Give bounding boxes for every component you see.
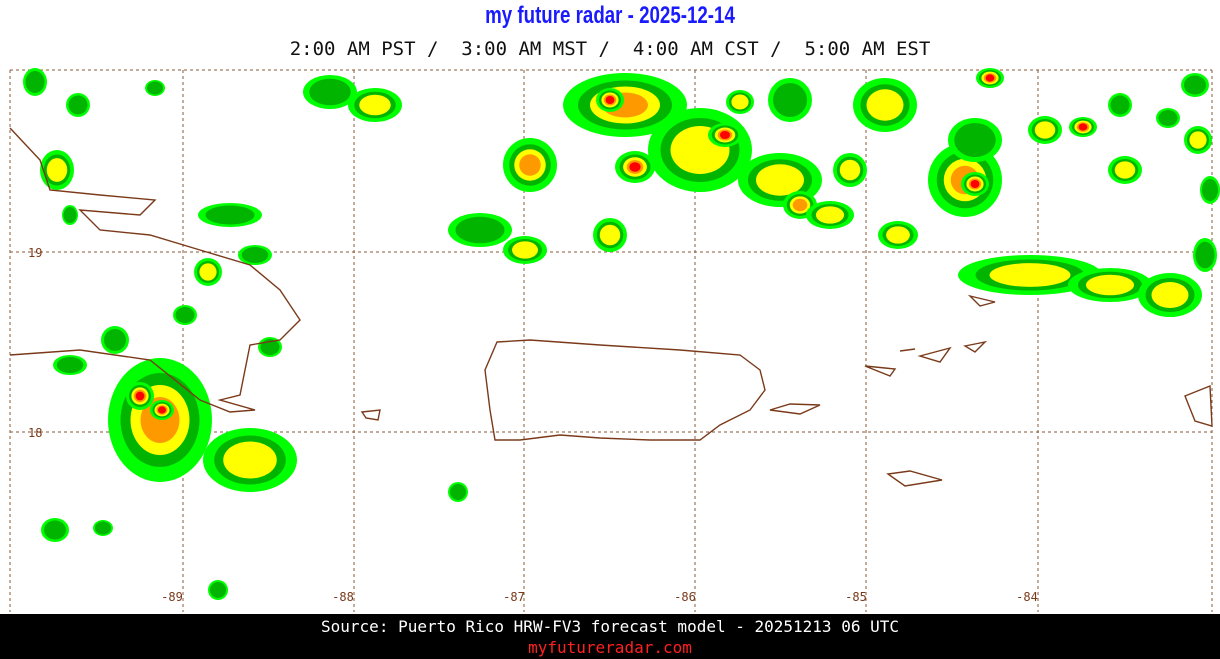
radar-cell	[147, 81, 163, 95]
radar-cell	[773, 83, 807, 117]
lon-label: -85	[845, 590, 867, 604]
site-link[interactable]: myfutureradar.com	[528, 638, 692, 657]
source: Source: Puerto Rico HRW-FV3 forecast mod…	[321, 617, 899, 636]
radar-cell	[450, 484, 466, 500]
lat-label: 18	[28, 426, 42, 440]
lat-label: 19	[28, 246, 42, 260]
radar-cell	[309, 78, 351, 106]
axis-labels: -89 -88 -87 -86 -85 -84 19 18	[28, 246, 1038, 604]
subtitle: 2:00 AM PST / 3:00 AM MST / 4:00 AM CST …	[289, 38, 931, 60]
radar-cell	[158, 406, 166, 414]
radar-cell	[886, 226, 910, 244]
radar-cell	[56, 357, 84, 373]
radar-cell	[839, 159, 861, 181]
radar-cell	[205, 205, 255, 225]
lon-label: -87	[503, 590, 525, 604]
footer: Source: Puerto Rico HRW-FV3 forecast mod…	[0, 614, 1220, 659]
radar-cell	[1195, 241, 1215, 269]
radar-cell	[455, 216, 505, 244]
radar-cell	[605, 96, 615, 104]
radar-cell	[199, 263, 217, 281]
radar-cell	[1189, 131, 1207, 149]
radar-cell	[1086, 274, 1134, 296]
radar-cell	[359, 94, 391, 116]
title: my future radar - 2025-12-14	[485, 2, 735, 29]
radar-cell	[1158, 110, 1178, 126]
radar-cell	[68, 95, 88, 115]
radar-cell	[25, 71, 45, 93]
radar-cell	[815, 206, 845, 224]
lon-label: -86	[674, 590, 696, 604]
precipitation	[23, 68, 1220, 600]
radar-cell	[985, 74, 995, 82]
radar-cell	[629, 162, 641, 172]
radar-cell	[1110, 95, 1130, 115]
radar-cell	[63, 207, 77, 223]
graticule	[9, 69, 1213, 612]
radar-cell	[104, 329, 126, 351]
radar-cell	[223, 441, 277, 479]
radar-cell	[989, 263, 1071, 287]
radar-map: -89 -88 -87 -86 -85 -84 19 18	[9, 68, 1220, 612]
radar-cell	[46, 158, 68, 182]
radar-cell	[1202, 179, 1218, 201]
radar-cell	[1114, 161, 1136, 179]
radar-cell	[512, 241, 538, 259]
lon-label: -89	[161, 590, 183, 604]
radar-cell	[175, 307, 195, 323]
radar-cell	[954, 123, 996, 157]
radar-cell	[44, 520, 66, 540]
lon-label: -88	[332, 590, 354, 604]
radar-cell	[241, 247, 269, 263]
coastlines	[9, 127, 1213, 487]
radar-cell	[756, 164, 804, 196]
radar-cell	[1034, 121, 1056, 139]
radar-cell	[792, 198, 808, 212]
radar-cell	[1184, 75, 1206, 95]
radar-cell	[599, 224, 621, 246]
radar-cell	[519, 154, 541, 176]
radar-cell	[1151, 282, 1189, 308]
radar-cell	[866, 89, 904, 121]
radar-cell	[95, 521, 111, 535]
radar-cell	[210, 582, 226, 598]
radar-cell	[1078, 123, 1088, 131]
lon-label: -84	[1016, 590, 1038, 604]
radar-cell	[970, 180, 980, 188]
radar-cell	[720, 131, 730, 139]
radar-cell	[135, 391, 145, 401]
radar-cell	[731, 94, 749, 110]
